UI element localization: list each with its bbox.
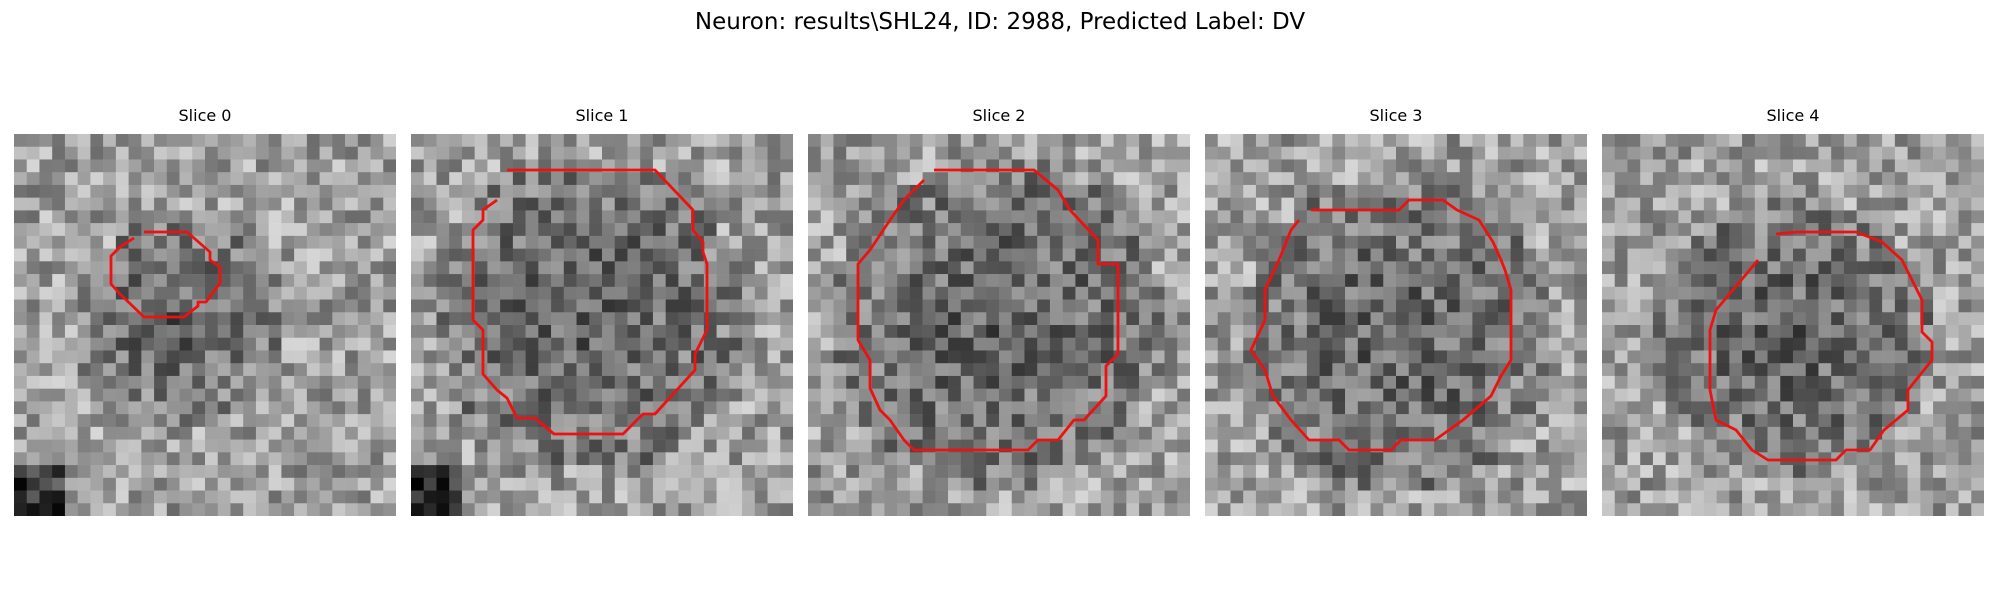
slice-svg-4 — [1602, 134, 1984, 516]
pixel-grid — [14, 134, 396, 516]
slice-svg-0 — [14, 134, 396, 516]
slice-title: Slice 2 — [972, 106, 1026, 125]
slice-svg-2 — [808, 134, 1190, 516]
slice-panel-0: Slice 0 — [14, 106, 396, 516]
pixel-grid — [808, 134, 1190, 516]
slice-image — [411, 134, 793, 516]
slice-panel-1: Slice 1 — [411, 106, 793, 516]
neuron-contour — [471, 168, 709, 436]
slice-title: Slice 1 — [575, 106, 629, 125]
slice-image — [14, 134, 396, 516]
slice-image — [1602, 134, 1984, 516]
slice-title: Slice 4 — [1766, 106, 1820, 125]
slice-image — [808, 134, 1190, 516]
neuron-contour — [1249, 198, 1513, 452]
pixel-grid — [1602, 134, 1984, 516]
slice-svg-1 — [411, 134, 793, 516]
neuron-contour — [1708, 230, 1934, 462]
slice-image — [1205, 134, 1587, 516]
pixel-grid — [411, 134, 793, 516]
slice-panel-2: Slice 2 — [808, 106, 1190, 516]
slice-title: Slice 3 — [1369, 106, 1423, 125]
figure-suptitle: Neuron: results\SHL24, ID: 2988, Predict… — [694, 9, 1306, 35]
slice-title: Slice 0 — [178, 106, 232, 125]
slice-panel-4: Slice 4 — [1602, 106, 1984, 516]
neuron-contour — [109, 230, 222, 319]
slice-svg-3 — [1205, 134, 1587, 516]
slice-panel-3: Slice 3 — [1205, 106, 1587, 516]
neuron-contour — [856, 168, 1120, 452]
